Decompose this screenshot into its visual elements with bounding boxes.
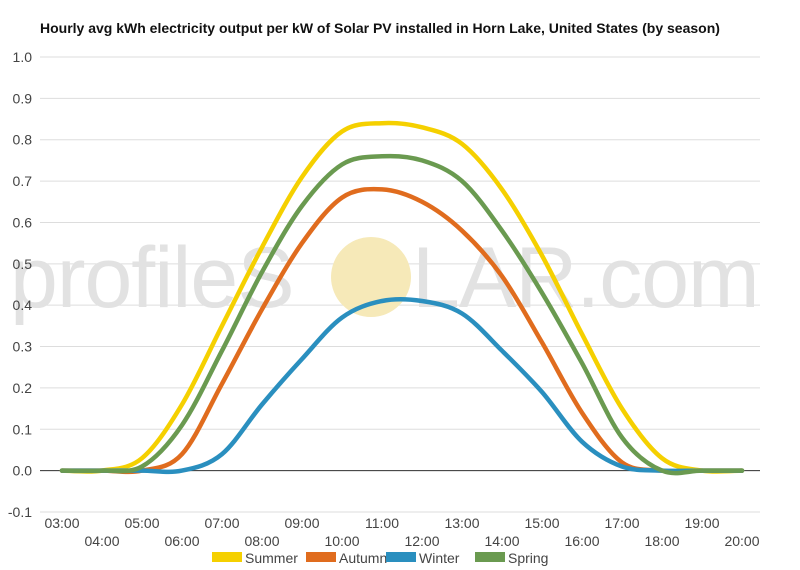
y-axis-ticks: -0.1 0.0 0.1 0.2 0.3 0.4 0.5 0.6 0.7 0.8 0.9 1.0 xyxy=(8,49,32,520)
legend: Summer Autumn Winter Spring xyxy=(212,550,548,566)
x-tick-label: 08:00 xyxy=(244,533,279,549)
y-tick-label: -0.1 xyxy=(8,504,32,520)
x-tick-label: 09:00 xyxy=(284,515,319,531)
legend-label: Winter xyxy=(419,550,460,566)
chart-title: Hourly avg kWh electricity output per kW… xyxy=(40,20,720,36)
x-tick-label: 20:00 xyxy=(724,533,759,549)
y-tick-label: 0.5 xyxy=(13,256,33,272)
legend-label: Autumn xyxy=(339,550,387,566)
y-tick-label: 0.8 xyxy=(13,132,33,148)
x-tick-label: 19:00 xyxy=(684,515,719,531)
x-tick-label: 07:00 xyxy=(204,515,239,531)
legend-swatch-spring xyxy=(475,552,505,562)
y-tick-label: 0.7 xyxy=(13,173,33,189)
y-tick-label: 0.9 xyxy=(13,90,33,106)
x-tick-label: 04:00 xyxy=(84,533,119,549)
series-line-summer xyxy=(59,120,745,474)
x-tick-label: 12:00 xyxy=(404,533,439,549)
y-tick-label: 0.4 xyxy=(13,297,33,313)
x-tick-label: 15:00 xyxy=(524,515,559,531)
watermark-left-text: profileS xyxy=(10,230,294,326)
watermark: profileS LAR.com xyxy=(10,230,760,326)
legend-swatch-autumn xyxy=(306,552,336,562)
y-tick-label: 0.6 xyxy=(13,214,33,230)
x-tick-label: 17:00 xyxy=(604,515,639,531)
x-axis-ticks: 03:00 04:00 05:00 06:00 07:00 08:00 09:00 10:00… xyxy=(44,515,759,549)
x-tick-label: 16:00 xyxy=(564,533,599,549)
x-tick-label: 11:00 xyxy=(365,515,399,531)
y-tick-label: 0.0 xyxy=(13,463,33,479)
x-tick-label: 10:00 xyxy=(324,533,359,549)
legend-swatch-summer xyxy=(212,552,242,562)
x-tick-label: 05:00 xyxy=(124,515,159,531)
x-tick-label: 14:00 xyxy=(484,533,519,549)
series-lines xyxy=(59,120,745,476)
legend-swatch-winter xyxy=(386,552,416,562)
series-line-spring xyxy=(59,153,745,476)
x-tick-label: 06:00 xyxy=(164,533,199,549)
x-tick-label: 03:00 xyxy=(44,515,79,531)
watermark-right-text: LAR.com xyxy=(412,230,759,326)
y-tick-label: 1.0 xyxy=(13,49,33,65)
series-line-autumn xyxy=(59,186,745,475)
x-tick-label: 13:00 xyxy=(444,515,479,531)
y-tick-label: 0.2 xyxy=(13,380,33,396)
x-tick-label: 18:00 xyxy=(644,533,679,549)
series-line-winter xyxy=(59,296,745,475)
y-tick-label: 0.3 xyxy=(13,339,33,355)
legend-label: Summer xyxy=(245,550,298,566)
legend-label: Spring xyxy=(508,550,548,566)
y-tick-label: 0.1 xyxy=(13,421,33,437)
watermark-sun-logo xyxy=(331,237,411,317)
